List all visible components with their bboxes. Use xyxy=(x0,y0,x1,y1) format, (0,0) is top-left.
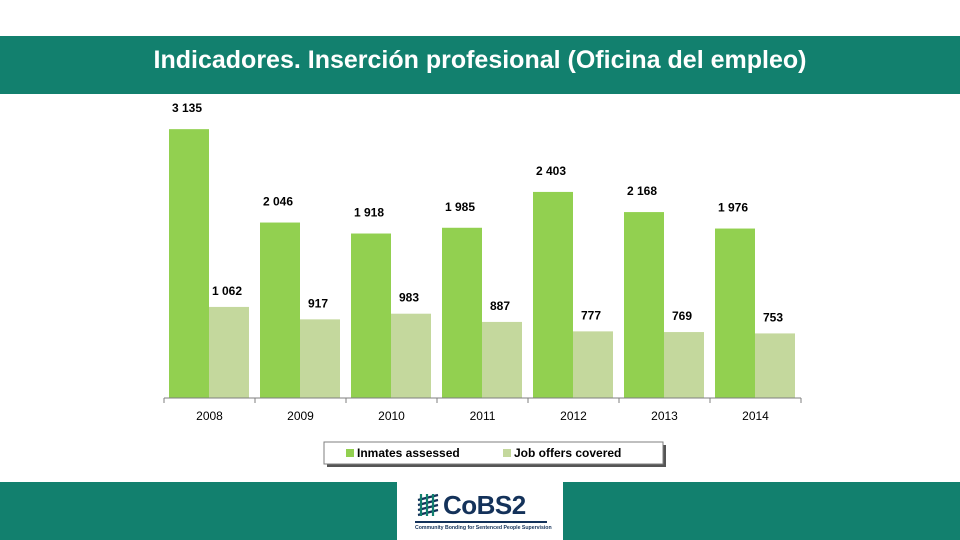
bar-inmates-assessed-2011 xyxy=(442,227,482,398)
bar-job-offers-covered-2009 xyxy=(300,319,340,398)
legend-swatch-series-2 xyxy=(503,449,511,457)
bar-inmates-assessed-2014 xyxy=(715,228,755,398)
legend-label-series-2: Job offers covered xyxy=(514,446,621,460)
logo-mark-icon xyxy=(415,492,441,518)
slide-title: Indicadores. Inserción profesional (Ofic… xyxy=(153,46,807,74)
x-tick-label: 2014 xyxy=(742,409,769,423)
bar-inmates-assessed-2012 xyxy=(533,191,573,398)
legend-box xyxy=(323,441,664,465)
data-labels-layer: 3 135 1 062 2 046 917 1 918 983 1 985 887 2 403 7… xyxy=(172,101,783,324)
data-label: 917 xyxy=(308,296,328,310)
bar-job-offers-covered-2013 xyxy=(664,332,704,398)
bar-job-offers-covered-2011 xyxy=(482,321,522,398)
bar-job-offers-covered-2010 xyxy=(391,313,431,398)
data-label: 2 168 xyxy=(627,184,657,198)
data-label: 769 xyxy=(672,309,692,323)
x-tick-label: 2013 xyxy=(651,409,678,423)
data-label: 3 135 xyxy=(172,101,202,115)
x-axis-labels: 2008 2009 2010 2011 2012 2013 2014 xyxy=(196,409,769,423)
data-label: 1 976 xyxy=(718,201,748,215)
cobs2-logo: CoBS2 Community Bonding for Sentenced Pe… xyxy=(397,482,563,540)
logo-wordmark: CoBS2 xyxy=(443,490,526,520)
x-tick-label: 2008 xyxy=(196,409,223,423)
x-tick-label: 2012 xyxy=(560,409,587,423)
data-label: 2 403 xyxy=(536,164,566,178)
x-axis-ticks xyxy=(163,398,802,403)
legend-swatch-series-1 xyxy=(346,449,354,457)
data-label: 777 xyxy=(581,308,601,322)
bar-inmates-assessed-2009 xyxy=(260,222,300,398)
x-tick-label: 2010 xyxy=(378,409,405,423)
bar-job-offers-covered-2014 xyxy=(755,333,795,398)
legend: Inmates assessed Job offers covered xyxy=(323,441,666,467)
x-tick-label: 2009 xyxy=(287,409,314,423)
data-label: 1 918 xyxy=(354,206,384,220)
data-label: 753 xyxy=(763,310,783,324)
data-label: 983 xyxy=(399,291,419,305)
bars-layer xyxy=(169,129,795,398)
data-label: 1 062 xyxy=(212,284,242,298)
legend-label-series-1: Inmates assessed xyxy=(357,446,460,460)
bar-job-offers-covered-2008 xyxy=(209,306,249,398)
data-label: 887 xyxy=(490,299,510,313)
bar-inmates-assessed-2008 xyxy=(169,129,209,398)
title-bar: Indicadores. Inserción profesional (Ofic… xyxy=(0,36,960,94)
bar-inmates-assessed-2013 xyxy=(624,212,664,398)
data-label: 1 985 xyxy=(445,200,475,214)
data-label: 2 046 xyxy=(263,195,293,209)
bar-job-offers-covered-2012 xyxy=(573,331,613,398)
bar-inmates-assessed-2010 xyxy=(351,233,391,398)
logo-rule xyxy=(415,521,547,523)
logo-tagline: Community Bonding for Sentenced People S… xyxy=(415,525,552,531)
x-tick-label: 2011 xyxy=(470,409,496,423)
